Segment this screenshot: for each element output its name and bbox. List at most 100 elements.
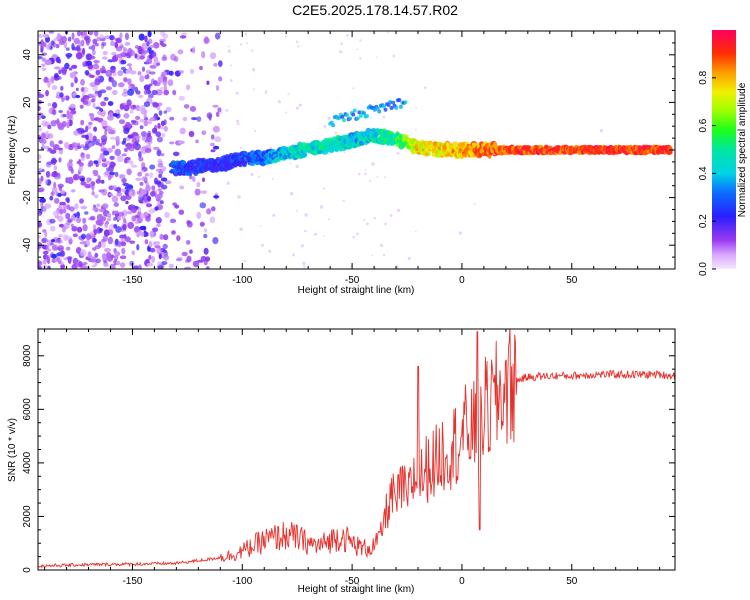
spectrogram-noise-mark: [95, 141, 100, 146]
spectrogram-noise-mark: [254, 129, 257, 133]
spectrogram-noise-mark: [396, 152, 400, 155]
spectrogram-noise-mark: [42, 250, 49, 255]
x-tick-label: -100: [232, 275, 252, 286]
spectrogram-ridge-mark: [382, 104, 386, 109]
spectrogram-noise-mark: [389, 214, 393, 217]
spectrogram-noise-mark: [140, 105, 146, 109]
spectrogram-noise-mark: [55, 56, 61, 64]
spectrogram-noise-mark: [92, 169, 99, 175]
spectrogram-noise-mark: [196, 116, 202, 122]
spectrogram-noise-mark: [120, 59, 127, 65]
spectrogram-noise-mark: [95, 178, 102, 184]
spectrogram-noise-mark: [179, 185, 185, 190]
spectrogram-noise-mark: [118, 119, 126, 125]
spectrogram-noise-mark: [172, 151, 180, 157]
spectrogram-noise-mark: [127, 134, 134, 139]
spectrogram-noise-mark: [157, 261, 163, 267]
spectrogram-noise-mark: [342, 199, 345, 202]
spectrogram-noise-mark: [44, 178, 48, 186]
spectrogram-noise-mark: [42, 229, 47, 233]
spectrogram-noise-mark: [82, 31, 88, 36]
spectrogram-noise-mark: [259, 225, 262, 227]
spectrogram-noise-mark: [192, 260, 199, 268]
spectrogram-ridge-mark: [362, 111, 366, 116]
spectrogram-noise-mark: [146, 262, 154, 267]
spectrogram-noise-mark: [140, 107, 147, 115]
spectrogram-noise-mark: [84, 244, 88, 248]
spectrogram-ridge-mark: [355, 116, 360, 121]
spectrogram-noise-mark: [100, 216, 107, 222]
spectrogram-noise-mark: [104, 129, 108, 137]
spectrogram-noise-mark: [380, 243, 384, 247]
spectrogram-noise-mark: [124, 42, 131, 46]
spectrogram-noise-mark: [65, 95, 70, 101]
spectrogram-noise-mark: [144, 173, 149, 177]
spectrogram-noise-mark: [327, 218, 330, 221]
spectrogram-noise-mark: [126, 142, 133, 150]
spectrogram-noise-mark: [60, 85, 64, 91]
spectrogram-noise-mark: [111, 145, 116, 150]
spectrogram-noise-mark: [47, 124, 52, 130]
spectrogram-noise-mark: [157, 188, 162, 192]
spectrogram-noise-mark: [58, 140, 63, 145]
spectrogram-noise-mark: [61, 68, 67, 76]
spectrogram-noise-mark: [366, 222, 369, 226]
spectrogram-noise-mark: [123, 104, 130, 112]
y-tick-label: -20: [22, 190, 33, 205]
snr-series-line: [38, 329, 675, 569]
spectrogram-noise-mark: [67, 36, 72, 42]
spectrogram-noise-mark: [71, 142, 78, 148]
spectrogram-ridge-mark: [372, 107, 377, 112]
spectrogram-noise-mark: [136, 244, 140, 251]
spectrogram-noise-mark: [41, 132, 46, 140]
spectrogram-noise-mark: [185, 240, 191, 245]
spectrogram-noise-mark: [149, 164, 156, 170]
spectrogram-noise-mark: [376, 175, 379, 178]
spectrogram-noise-mark: [177, 49, 184, 55]
spectrogram-noise-mark: [123, 113, 130, 119]
spectrogram-noise-mark: [92, 224, 97, 229]
spectrogram-noise-mark: [85, 60, 93, 66]
y-tick-label: 4000: [22, 451, 33, 474]
spectrogram-x-ticks: -150 -100 -50 0 50: [44, 31, 661, 286]
spectrogram-noise-mark: [298, 103, 302, 107]
spectrogram-noise-mark: [45, 244, 50, 250]
spectrogram-noise-mark: [177, 140, 185, 145]
spectrogram-noise-mark: [297, 45, 300, 48]
spectrogram-noise-mark: [109, 155, 115, 160]
spectrogram-noise-mark: [49, 218, 56, 224]
spectrogram-noise-mark: [40, 201, 44, 208]
spectrogram-noise-mark: [203, 233, 208, 239]
spectrogram-noise-mark: [179, 127, 186, 135]
spectrogram-noise-mark: [359, 39, 362, 42]
spectrogram-noise-mark: [140, 231, 145, 237]
spectrogram-noise-mark: [155, 217, 162, 224]
spectrogram-noise-mark: [156, 149, 162, 157]
spectrogram-noise-mark: [213, 195, 220, 199]
spectrogram-noise-mark: [107, 101, 114, 106]
spectrogram-noise-mark: [160, 153, 165, 157]
spectrogram-noise-mark: [143, 211, 149, 217]
spectrogram-noise-mark: [93, 160, 99, 165]
spectrogram-noise-mark: [169, 218, 177, 224]
spectrogram-noise-mark: [161, 166, 167, 172]
spectrogram-noise-mark: [118, 82, 125, 88]
spectrogram-ridge-mark: [383, 107, 388, 112]
spectrogram-noise-mark: [163, 89, 170, 96]
spectrogram-noise-mark: [143, 113, 148, 120]
spectrogram-noise-mark: [52, 102, 58, 109]
spectrogram-noise-mark: [129, 109, 134, 114]
spectrogram-noise-mark: [96, 36, 102, 42]
spectrogram-noise-mark: [64, 62, 70, 70]
spectrogram-noise-mark: [458, 231, 463, 235]
spectrogram-noise-mark: [250, 172, 254, 177]
spectrogram-noise-mark: [415, 230, 417, 233]
spectrogram-noise-mark: [161, 132, 166, 138]
spectrogram-noise-mark: [38, 221, 43, 228]
spectrogram-noise-mark: [387, 31, 390, 34]
spectrogram-noise-mark: [43, 77, 50, 84]
spectrogram-noise-mark: [322, 187, 325, 190]
spectrogram-noise-mark: [168, 70, 174, 76]
spectrogram-noise-mark: [88, 46, 93, 50]
spectrogram-noise-mark: [55, 43, 60, 49]
